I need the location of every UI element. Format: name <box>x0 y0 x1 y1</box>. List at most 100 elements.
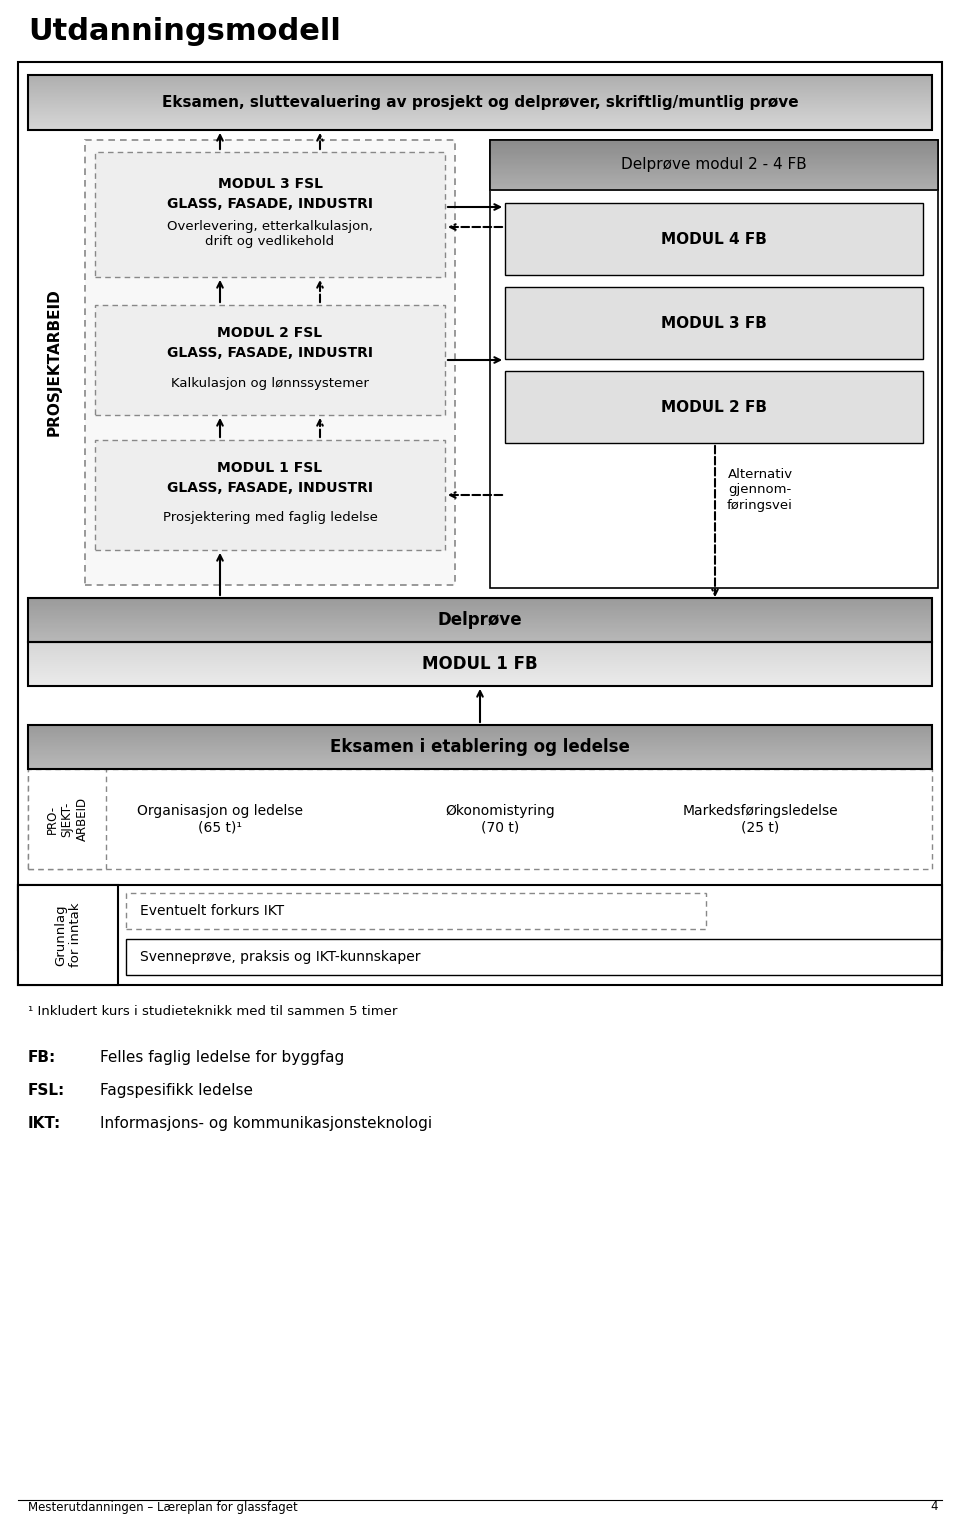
Bar <box>490 181 938 182</box>
Bar <box>126 939 941 975</box>
Bar <box>490 187 938 188</box>
Bar <box>490 173 938 175</box>
Bar <box>28 78 932 80</box>
Text: MODUL 1 FSL: MODUL 1 FSL <box>217 461 323 475</box>
Bar <box>28 758 932 759</box>
Bar <box>490 139 938 142</box>
Bar <box>490 159 938 161</box>
Bar <box>28 619 932 620</box>
Text: Prosjektering med faglig ledelse: Prosjektering med faglig ledelse <box>162 511 377 525</box>
Bar <box>28 629 932 631</box>
Bar <box>28 81 932 83</box>
Bar <box>490 178 938 179</box>
Bar <box>28 652 932 654</box>
Bar <box>490 147 938 149</box>
Bar <box>490 150 938 152</box>
Bar <box>28 623 932 625</box>
Bar <box>490 167 938 168</box>
Bar <box>28 637 932 640</box>
Bar <box>490 184 938 185</box>
Bar <box>28 684 932 686</box>
Bar <box>28 109 932 110</box>
Bar <box>28 620 932 622</box>
Bar <box>28 638 932 640</box>
Bar <box>28 743 932 744</box>
Bar <box>28 761 932 762</box>
Bar <box>28 753 932 755</box>
Bar <box>28 626 932 628</box>
Bar <box>28 101 932 103</box>
Bar <box>28 746 932 747</box>
Bar <box>28 649 932 651</box>
Bar <box>28 769 932 770</box>
Text: FB:: FB: <box>28 1050 57 1066</box>
Bar <box>28 736 932 738</box>
Bar <box>28 726 932 727</box>
Bar <box>28 672 932 674</box>
Bar <box>28 769 932 870</box>
Bar <box>28 619 932 620</box>
Bar <box>28 634 932 635</box>
Text: Delprøve modul 2 - 4 FB: Delprøve modul 2 - 4 FB <box>621 158 806 173</box>
Bar <box>28 769 106 870</box>
Bar <box>490 139 938 190</box>
Bar <box>490 171 938 173</box>
Bar <box>28 648 932 649</box>
Bar <box>28 733 932 735</box>
Bar <box>28 617 932 619</box>
Bar <box>28 118 932 119</box>
Bar <box>28 752 932 753</box>
Bar <box>28 756 932 758</box>
Text: Økonomistyring
(70 t): Økonomistyring (70 t) <box>445 804 555 834</box>
Bar <box>28 86 932 87</box>
Bar <box>28 660 932 661</box>
Bar <box>28 122 932 124</box>
Bar <box>28 674 932 675</box>
Bar <box>490 181 938 184</box>
Bar <box>28 663 932 664</box>
Bar <box>28 684 932 686</box>
Bar <box>28 110 932 113</box>
Bar <box>28 119 932 121</box>
Bar <box>490 153 938 155</box>
Bar <box>28 96 932 100</box>
Bar <box>28 75 932 130</box>
Bar <box>28 732 932 733</box>
Text: Utdanningsmodell: Utdanningsmodell <box>28 17 341 46</box>
Bar <box>28 641 932 643</box>
Bar <box>490 168 938 170</box>
Bar <box>28 129 932 130</box>
Text: FSL:: FSL: <box>28 1082 65 1098</box>
Bar <box>28 107 932 109</box>
Bar <box>28 664 932 666</box>
Bar <box>28 755 932 756</box>
Bar <box>28 90 932 92</box>
Bar <box>28 657 932 658</box>
Bar <box>28 735 932 736</box>
Bar <box>28 608 932 609</box>
Bar <box>28 669 932 671</box>
Bar <box>28 622 932 623</box>
Bar <box>28 756 932 758</box>
Bar <box>28 658 932 660</box>
Bar <box>28 741 932 743</box>
Bar <box>28 677 932 678</box>
Bar <box>490 149 938 150</box>
Bar <box>490 158 938 159</box>
Bar <box>28 729 932 730</box>
Bar <box>28 609 932 612</box>
Bar <box>18 885 942 984</box>
Text: IKT:: IKT: <box>28 1116 61 1131</box>
Bar <box>505 204 923 276</box>
Bar <box>28 736 932 738</box>
Bar <box>490 156 938 158</box>
Bar <box>505 286 923 358</box>
Bar <box>28 678 932 680</box>
Text: Eksamen i etablering og ledelse: Eksamen i etablering og ledelse <box>330 738 630 756</box>
Bar <box>28 749 932 750</box>
Bar <box>28 730 932 732</box>
Bar <box>28 115 932 116</box>
Bar <box>490 152 938 153</box>
Bar <box>490 170 938 171</box>
Bar <box>28 634 932 635</box>
